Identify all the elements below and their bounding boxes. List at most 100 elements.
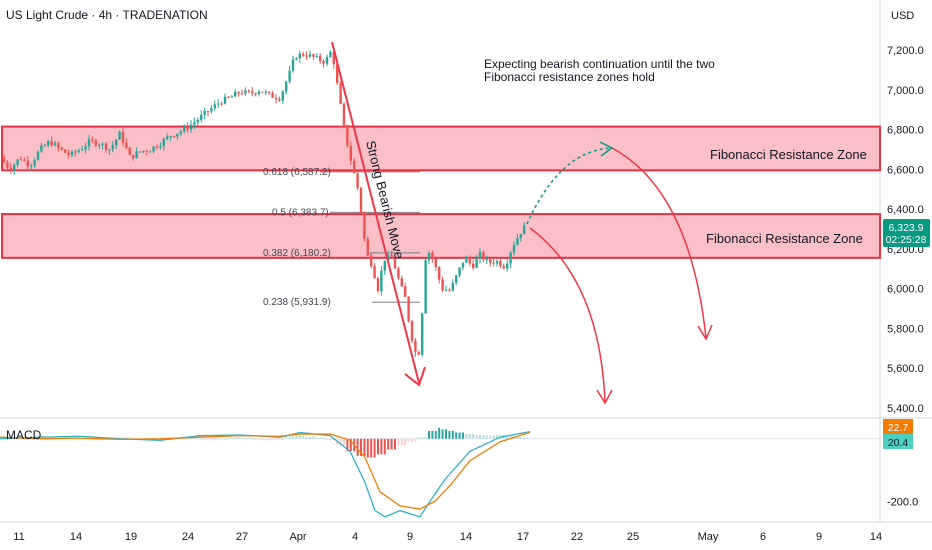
macd-hist-bar bbox=[482, 435, 485, 439]
macd-hist-bar bbox=[254, 438, 257, 440]
macd-hist-bar bbox=[428, 430, 430, 439]
candle-body bbox=[431, 252, 434, 259]
macd-hist-bar bbox=[264, 438, 267, 441]
macd-hist-bar bbox=[397, 438, 400, 445]
candle-body bbox=[417, 352, 420, 355]
macd-hist-bar bbox=[227, 438, 230, 440]
candle-body bbox=[499, 260, 502, 267]
macd-hist-bar bbox=[394, 438, 396, 450]
candle-body bbox=[468, 257, 471, 264]
candle-body bbox=[142, 150, 145, 152]
candle-body bbox=[312, 54, 315, 57]
candle-body bbox=[203, 111, 206, 115]
macd-hist-bar bbox=[193, 438, 196, 440]
price-axis[interactable]: 7,200.07,000.06,800.06,600.06,400.06,200… bbox=[887, 45, 924, 508]
grid bbox=[0, 0, 932, 523]
macd-hist-bar bbox=[366, 438, 369, 458]
candle-body bbox=[346, 124, 349, 146]
time-tick-label: 6 bbox=[760, 531, 766, 543]
candle-body bbox=[87, 139, 91, 147]
macd-hist-bar bbox=[414, 438, 417, 442]
candle-body bbox=[179, 131, 182, 134]
candle-body bbox=[322, 61, 325, 64]
candle-body bbox=[13, 164, 16, 171]
price-tick-label: 5,400.0 bbox=[887, 403, 924, 415]
candle-body bbox=[57, 143, 60, 148]
candle-body bbox=[410, 321, 414, 341]
candle-body bbox=[444, 289, 448, 291]
candle-body bbox=[81, 149, 84, 151]
candle-body bbox=[380, 270, 383, 292]
candle-body bbox=[465, 257, 468, 263]
time-axis[interactable]: 11 14 19 24 27 Apr 4 9 14 17 22 25 May 6 9 14 bbox=[13, 531, 882, 543]
macd-hist-bar bbox=[448, 430, 451, 439]
candle-body bbox=[128, 147, 131, 155]
macd-hist-bar bbox=[485, 435, 488, 439]
candle-body bbox=[451, 282, 454, 291]
macd-hist-bar bbox=[210, 438, 213, 441]
macd-hist-bar bbox=[234, 437, 237, 439]
candle-body bbox=[2, 157, 6, 163]
candle-body bbox=[176, 133, 179, 137]
macd-hist-bar bbox=[196, 438, 199, 440]
macd-hist-bar bbox=[349, 438, 352, 452]
candle-body bbox=[305, 55, 308, 57]
candle-body bbox=[359, 187, 363, 213]
time-tick-label: 9 bbox=[816, 531, 822, 543]
candle-body bbox=[339, 82, 342, 104]
macd-hist-bar bbox=[88, 438, 90, 440]
macd-hist-bar bbox=[159, 438, 162, 441]
macd-hist-bar bbox=[125, 437, 128, 439]
macd-hist-bar bbox=[275, 438, 277, 440]
macd-badge-2-bg bbox=[883, 434, 913, 449]
candle-body bbox=[441, 279, 444, 291]
macd-hist-bar bbox=[244, 437, 247, 439]
candle-body bbox=[84, 146, 87, 150]
macd-hist-bar bbox=[156, 438, 158, 441]
macd-hist-bar bbox=[190, 437, 192, 439]
macd-hist-bar bbox=[251, 438, 254, 440]
candle-body bbox=[332, 52, 335, 65]
time-tick-label: 4 bbox=[352, 531, 358, 543]
candle-body bbox=[70, 151, 74, 156]
drawings bbox=[331, 41, 713, 405]
candle-body bbox=[217, 103, 220, 105]
price-tick-label: 6,600.0 bbox=[887, 164, 924, 176]
macd-hist-bar bbox=[281, 438, 284, 440]
candle-body bbox=[237, 91, 240, 94]
candle-body bbox=[138, 151, 142, 153]
time-tick-label: 22 bbox=[571, 531, 583, 543]
candle-body bbox=[30, 165, 33, 167]
candle-body bbox=[244, 90, 247, 94]
candle-body bbox=[492, 262, 495, 264]
macd-hist-bar bbox=[298, 435, 301, 439]
candle-body bbox=[254, 93, 257, 95]
candle-body bbox=[519, 234, 522, 239]
price-tick-label: 6,000.0 bbox=[887, 284, 924, 296]
candle-body bbox=[132, 154, 135, 158]
macd-hist-bar bbox=[424, 437, 427, 439]
candle-body bbox=[495, 260, 499, 264]
macd-hist-bar bbox=[329, 438, 332, 441]
macd-hist-bar bbox=[50, 438, 53, 440]
candle-body bbox=[210, 108, 213, 112]
candle-body bbox=[268, 91, 271, 93]
macd-pane bbox=[0, 427, 880, 518]
candle-body bbox=[349, 145, 352, 161]
candle-body bbox=[404, 286, 407, 297]
candle-body bbox=[512, 244, 516, 253]
candle-body bbox=[387, 254, 390, 261]
macd-hist-bar bbox=[451, 430, 454, 439]
macd-hist-bar bbox=[326, 438, 328, 441]
candle-body bbox=[101, 143, 104, 146]
candle-body bbox=[162, 139, 165, 147]
candle-body bbox=[251, 91, 254, 94]
macd-hist-bar bbox=[203, 438, 206, 440]
candle-body bbox=[427, 252, 431, 261]
macd-hist-bar bbox=[122, 437, 124, 439]
candle-body bbox=[438, 267, 441, 280]
projection-dotted-path bbox=[526, 147, 613, 225]
candle-body bbox=[50, 141, 53, 146]
candle-body bbox=[278, 99, 281, 101]
macd-hist-bar bbox=[40, 438, 43, 441]
